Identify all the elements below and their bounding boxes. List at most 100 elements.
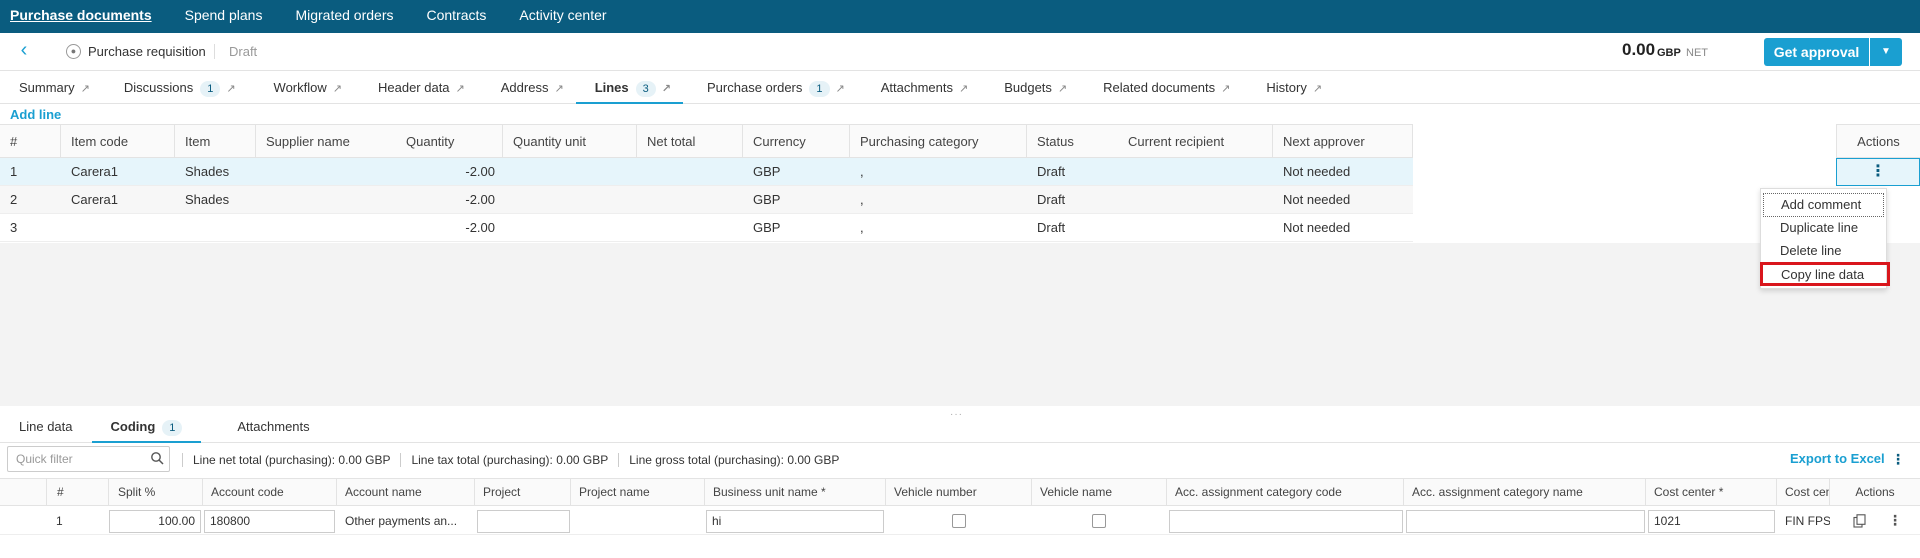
column-header[interactable]: Project name [571, 479, 705, 506]
tab-coding[interactable]: Coding 1 [91, 413, 202, 443]
supplier-cell [256, 186, 396, 214]
external-link-icon: ↗ [455, 83, 465, 95]
cost-center-input[interactable]: 1021 [1648, 510, 1775, 533]
coding-row[interactable]: 1 100.00 180800 Other payments an... hi … [0, 507, 1920, 535]
category-cell: , [860, 220, 864, 235]
currency-cell: GBP [753, 220, 781, 235]
column-header[interactable]: Next approver [1273, 125, 1413, 158]
line-net-total: Line net total (purchasing): 0.00 GBP [182, 453, 400, 467]
quantity-cell: -2.00 [465, 192, 495, 207]
get-approval-button[interactable]: Get approval [1764, 38, 1869, 66]
column-header[interactable]: # [0, 125, 61, 158]
vehicle-name-checkbox[interactable] [1092, 514, 1106, 528]
tab-address[interactable]: Address ↗ [477, 72, 576, 104]
acc-category-code-input[interactable] [1169, 510, 1403, 533]
quantity-unit-cell [503, 158, 637, 186]
tab-lines[interactable]: Lines 3 ↗ [575, 72, 683, 104]
menu-item-delete-line[interactable]: Delete line [1780, 243, 1842, 258]
tab-line-attachments[interactable]: Attachments [201, 413, 328, 443]
tab-label: History [1266, 80, 1307, 95]
split-percent-input[interactable]: 100.00 [109, 510, 201, 533]
tab-label: Budgets [1004, 80, 1052, 95]
next-approver-cell: Not needed [1283, 192, 1351, 207]
quick-filter-input[interactable]: Quick filter [7, 446, 170, 472]
category-cell: , [860, 192, 864, 207]
menu-item-copy-line-data[interactable]: Copy line data [1760, 262, 1890, 286]
column-header[interactable]: Account code [203, 479, 337, 506]
column-header[interactable]: Current recipient [1118, 125, 1273, 158]
search-icon[interactable] [150, 451, 164, 465]
column-header[interactable]: Net total [637, 125, 743, 158]
pane-splitter-handle[interactable]: ··· [950, 409, 963, 420]
table-row[interactable]: 1 Carera1 Shades -2.00 GBP , Draft Not n… [0, 158, 1413, 186]
document-type: Purchase requisition [88, 44, 206, 59]
row-number: 2 [10, 192, 18, 207]
menu-item-add-comment[interactable]: Add comment [1763, 193, 1884, 217]
column-header[interactable]: Acc. assignment category name [1404, 479, 1646, 506]
nav-contracts[interactable]: Contracts [426, 7, 487, 23]
tab-label: Address [500, 80, 549, 95]
column-header[interactable]: Vehicle number [886, 479, 1032, 506]
item-code-cell: Carera1 [71, 164, 118, 179]
tab-label: Related documents [1103, 80, 1216, 95]
column-header[interactable]: Cost center * [1646, 479, 1777, 506]
more-vertical-icon[interactable]: ⋮ [1836, 158, 1920, 186]
column-header[interactable]: Quantity unit [503, 125, 637, 158]
nav-activity-center[interactable]: Activity center [519, 7, 607, 23]
tab-history[interactable]: History ↗ [1242, 72, 1334, 104]
cart-icon: ● [66, 44, 81, 59]
business-unit-input[interactable]: hi [706, 510, 884, 533]
external-link-icon: ↗ [1057, 83, 1068, 95]
item-cell: Shades [185, 164, 230, 179]
acc-category-name-input[interactable] [1406, 510, 1645, 533]
tab-line-data[interactable]: Line data [0, 413, 92, 443]
nav-spend-plans[interactable]: Spend plans [184, 7, 263, 23]
add-line-button[interactable]: Add line [10, 107, 62, 122]
column-header[interactable]: Acc. assignment category code [1167, 479, 1404, 506]
tab-label: Attachments [880, 80, 953, 95]
column-header[interactable]: Vehicle name [1032, 479, 1167, 506]
column-header[interactable]: Item [175, 125, 256, 158]
column-header[interactable]: Cost cent [1777, 479, 1830, 506]
line-detail-tabs: Line data Coding 1 Attachments [0, 413, 1920, 443]
table-row[interactable]: 2 Carera1 Shades -2.00 GBP , Draft Not n… [0, 186, 1413, 214]
column-header[interactable]: Project [475, 479, 571, 506]
nav-purchase-documents[interactable]: Purchase documents [10, 7, 152, 23]
column-header[interactable]: Purchasing category [850, 125, 1027, 158]
nav-migrated-orders[interactable]: Migrated orders [295, 7, 394, 23]
column-header[interactable]: Split % [109, 479, 203, 506]
more-vertical-icon[interactable]: ⋮ [1891, 451, 1905, 467]
external-link-icon: ↗ [835, 83, 845, 95]
vehicle-number-checkbox[interactable] [952, 514, 966, 528]
more-vertical-icon[interactable]: ⋮ [1888, 512, 1902, 528]
account-code-input[interactable]: 180800 [204, 510, 335, 533]
column-header[interactable]: Item code [61, 125, 175, 158]
column-header[interactable]: Account name [337, 479, 475, 506]
tab-label: Attachments [237, 419, 310, 434]
project-input[interactable] [477, 510, 570, 533]
column-header: Actions [1855, 485, 1895, 499]
column-header[interactable]: Quantity [396, 125, 503, 158]
column-header[interactable]: Status [1037, 134, 1074, 149]
chevron-down-icon[interactable]: ▼ [1870, 38, 1902, 66]
column-header[interactable]: Supplier name [266, 134, 350, 149]
tab-header-data[interactable]: Header data ↗ [354, 72, 477, 104]
menu-item-duplicate-line[interactable]: Duplicate line [1780, 220, 1859, 235]
table-row[interactable]: 3 -2.00 GBP , Draft Not needed [0, 214, 1413, 242]
column-header[interactable]: Currency [743, 125, 850, 158]
tab-summary[interactable]: Summary ↗ [0, 72, 102, 104]
column-header[interactable]: Business unit name * [705, 479, 886, 506]
tab-purchase-orders[interactable]: Purchase orders 1 ↗ [683, 72, 857, 104]
back-arrow-icon[interactable]: ‹ [20, 39, 28, 61]
tab-related-documents[interactable]: Related documents ↗ [1079, 72, 1242, 104]
tab-budgets[interactable]: Budgets ↗ [980, 72, 1079, 104]
quantity-unit-cell [503, 186, 637, 214]
column-header[interactable]: # [47, 479, 109, 506]
tab-discussions[interactable]: Discussions 1 ↗ [102, 72, 248, 104]
tab-attachments[interactable]: Attachments ↗ [857, 72, 980, 104]
copy-icon[interactable] [1853, 514, 1866, 528]
top-navigation: Purchase documents Spend plans Migrated … [0, 0, 1920, 33]
tab-workflow[interactable]: Workflow ↗ [248, 72, 354, 104]
export-to-excel-button[interactable]: Export to Excel [1790, 451, 1885, 466]
lines-grid-header: # Item code Item Supplier name Quantity … [0, 124, 1413, 158]
